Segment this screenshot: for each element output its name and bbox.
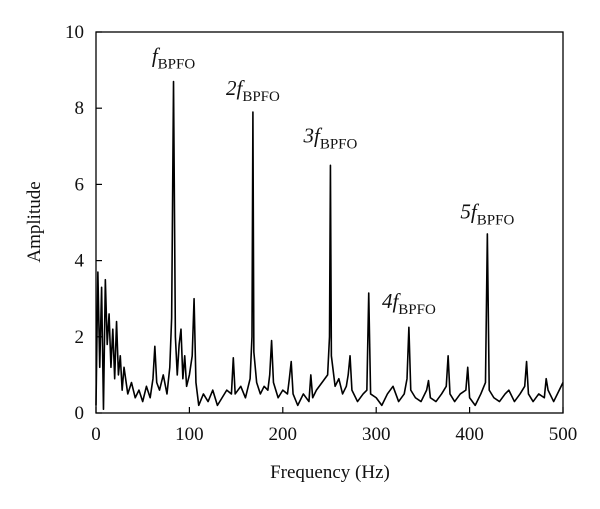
annotation-label: 2f [226,76,246,100]
y-tick-label: 4 [75,251,85,272]
x-tick-label: 0 [91,424,101,445]
peak-annotation: 2fBPFO [226,76,280,105]
x-tick-label: 400 [455,424,484,445]
y-tick-label: 6 [75,174,85,195]
spectrum-line [95,80,564,410]
annotation-label: 5f [460,200,480,224]
plot-frame [95,31,564,414]
x-tick-label: 100 [175,424,204,445]
y-tick-label: 2 [75,327,85,348]
y-tick-label: 10 [65,22,84,43]
peak-annotation: 3fBPFO [302,123,357,152]
x-tick-label: 200 [269,424,298,445]
peak-annotation: 5fBPFO [460,200,514,229]
annotation-label: f [152,43,161,67]
peak-annotation: fBPFO [152,43,196,72]
annotation-subscript: BPFO [158,56,196,72]
x-tick-label: 500 [549,424,578,445]
annotation-subscript: BPFO [320,136,358,152]
y-tick-label: 0 [75,403,85,424]
annotation-subscript: BPFO [477,213,515,229]
annotation-label: 3f [302,123,323,147]
y-axis-label: Amplitude [24,181,45,262]
peak-annotation: 4fBPFO [382,289,436,318]
x-axis-label: Frequency (Hz) [270,462,390,483]
annotation-label: 4f [382,289,402,313]
annotation-subscript: BPFO [398,302,436,318]
y-tick-label: 8 [75,98,85,119]
x-tick-label: 300 [362,424,391,445]
annotation-subscript: BPFO [242,89,280,105]
